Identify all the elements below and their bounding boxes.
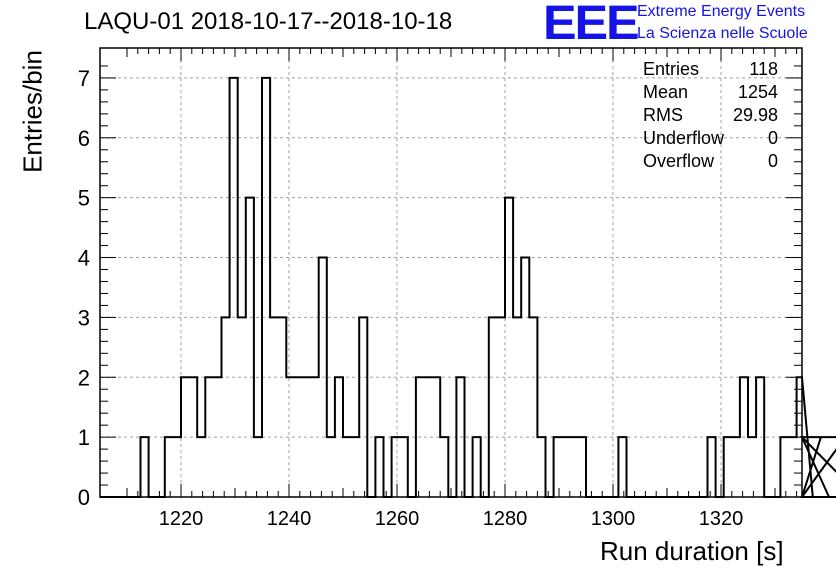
x-tick-label: 1220: [159, 508, 204, 530]
x-axis-title: Run duration [s]: [600, 536, 784, 566]
stats-label-overflow: Overflow: [643, 151, 715, 171]
stats-label-underflow: Underflow: [643, 128, 725, 148]
stats-value-mean: 1254: [737, 82, 778, 102]
stats-label-entries: Entries: [643, 59, 700, 79]
y-tick-label: 4: [78, 246, 90, 271]
y-axis-title: Entries/bin: [17, 50, 48, 173]
x-tick-label: 1280: [483, 508, 528, 530]
x-tick-label: 1260: [375, 508, 420, 530]
x-tick-label: 1240: [267, 508, 312, 530]
x-tick-label: 1320: [699, 508, 744, 530]
logo-line-2: La Scienza nelle Scuole: [637, 25, 808, 42]
logo-line-1: Extreme Energy Events: [637, 3, 806, 20]
stats-value-underflow: 0: [767, 128, 778, 148]
stats-value-entries: 118: [749, 59, 778, 79]
stats-value-rms: 29.98: [732, 105, 778, 125]
y-tick-label: 5: [78, 186, 90, 211]
y-tick-label: 7: [78, 66, 90, 91]
stats-label-rms: RMS: [643, 105, 683, 125]
plot-title: LAQU-01 2018-10-17--2018-10-18: [84, 8, 453, 35]
stats-value-overflow: 0: [767, 151, 778, 171]
grid-lines: [100, 48, 802, 497]
stats-label-mean: Mean: [643, 82, 689, 102]
y-tick-label: 3: [78, 305, 90, 330]
y-tick-label: 1: [78, 425, 90, 450]
tick-labels: 1220 1240 1260 1280 1300 1320 0 1 2 3 4 5 6 7: [78, 66, 744, 530]
axis-ticks: [100, 48, 802, 498]
y-tick-label: 6: [78, 126, 90, 151]
eee-logo: EEE: [543, 0, 640, 50]
y-tick-label: 2: [78, 365, 90, 390]
y-tick-label: 0: [78, 485, 90, 510]
x-tick-label: 1300: [591, 508, 636, 530]
